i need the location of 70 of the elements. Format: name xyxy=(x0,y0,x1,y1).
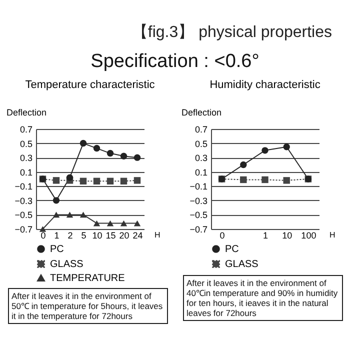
point xyxy=(92,144,100,152)
y-tick-label: 0.5 xyxy=(19,138,32,149)
point xyxy=(66,174,73,181)
point xyxy=(240,176,246,184)
y-tick-label: −0.5 xyxy=(14,210,32,220)
y-tick-label: 0.3 xyxy=(194,153,207,164)
x-tick-label: 20 xyxy=(118,230,129,240)
x-tick-label: 1 xyxy=(262,230,268,240)
y-axis-title: Deflection xyxy=(6,108,46,118)
x-tick-label: 2 xyxy=(67,230,72,240)
point xyxy=(92,178,100,184)
point xyxy=(106,150,114,157)
x-tick-label: 100 xyxy=(300,230,316,240)
point xyxy=(38,226,46,232)
text: Specification : <0.6° xyxy=(90,50,260,73)
point xyxy=(261,176,268,184)
point xyxy=(120,178,127,184)
y-tick-label: 0.3 xyxy=(19,153,32,164)
y-tick-label: −0.3 xyxy=(14,196,32,206)
x-axis-title: H xyxy=(154,230,160,240)
point xyxy=(52,197,60,204)
point xyxy=(282,144,290,150)
y-tick-label: −0.1 xyxy=(14,182,32,192)
y-tick-label: −0.3 xyxy=(189,196,207,206)
point xyxy=(106,178,114,184)
y-tick-label: 0.1 xyxy=(19,167,32,178)
text: After it leaves it in the environment of 50℃ in temperature for 5hours, it leaves it in the temperature for 72hours xyxy=(8,288,168,324)
x-tick-label: 1 xyxy=(54,230,59,240)
point xyxy=(106,220,114,226)
y-tick-label: 0.1 xyxy=(194,167,207,178)
legend-label: PC xyxy=(50,244,64,255)
x-tick-label: 0 xyxy=(219,230,224,240)
x-axis-title: H xyxy=(329,230,335,240)
legend-label: GLASS xyxy=(224,259,258,270)
chart-title: Temperature characteristic xyxy=(24,79,155,91)
legend-label: PC xyxy=(224,244,238,255)
point xyxy=(240,161,246,168)
point xyxy=(79,212,86,218)
point xyxy=(120,220,127,226)
x-tick-label: 0 xyxy=(40,230,46,240)
y-tick-label: 0.5 xyxy=(194,138,207,149)
y-tick-label: 0.7 xyxy=(19,124,32,134)
point xyxy=(79,140,86,147)
point xyxy=(133,154,140,161)
point xyxy=(92,220,100,226)
point xyxy=(79,178,86,184)
point xyxy=(120,152,127,160)
y-axis-title: Deflection xyxy=(181,108,222,118)
x-tick-label: 15 xyxy=(105,230,116,240)
text: 【fig.3】 physical properties xyxy=(130,22,333,43)
chart-title: Humidity characteristic xyxy=(209,79,320,91)
point xyxy=(133,177,140,184)
y-tick-label: −0.5 xyxy=(189,210,207,220)
x-tick-label: 10 xyxy=(92,230,102,240)
point xyxy=(52,212,60,218)
x-tick-label: 24 xyxy=(132,230,142,240)
point xyxy=(282,177,290,184)
text: After it leaves it in the environment of 40℃in temperature and 90% in humidity for ten hours, it ieaves it in the natural leaves for 72hours xyxy=(182,275,342,321)
legend-label: TEMPERATURE xyxy=(50,273,125,284)
y-tick-label: −0.7 xyxy=(189,224,207,234)
point xyxy=(52,177,60,184)
y-tick-label: −0.1 xyxy=(189,182,207,192)
y-tick-label: −0.7 xyxy=(14,224,32,234)
x-tick-label: 10 xyxy=(282,230,292,240)
y-tick-label: 0.7 xyxy=(194,124,207,134)
legend-label: GLASS xyxy=(50,259,84,270)
point xyxy=(133,220,140,226)
x-tick-label: 5 xyxy=(80,230,86,240)
point xyxy=(66,212,73,218)
point xyxy=(261,147,268,154)
